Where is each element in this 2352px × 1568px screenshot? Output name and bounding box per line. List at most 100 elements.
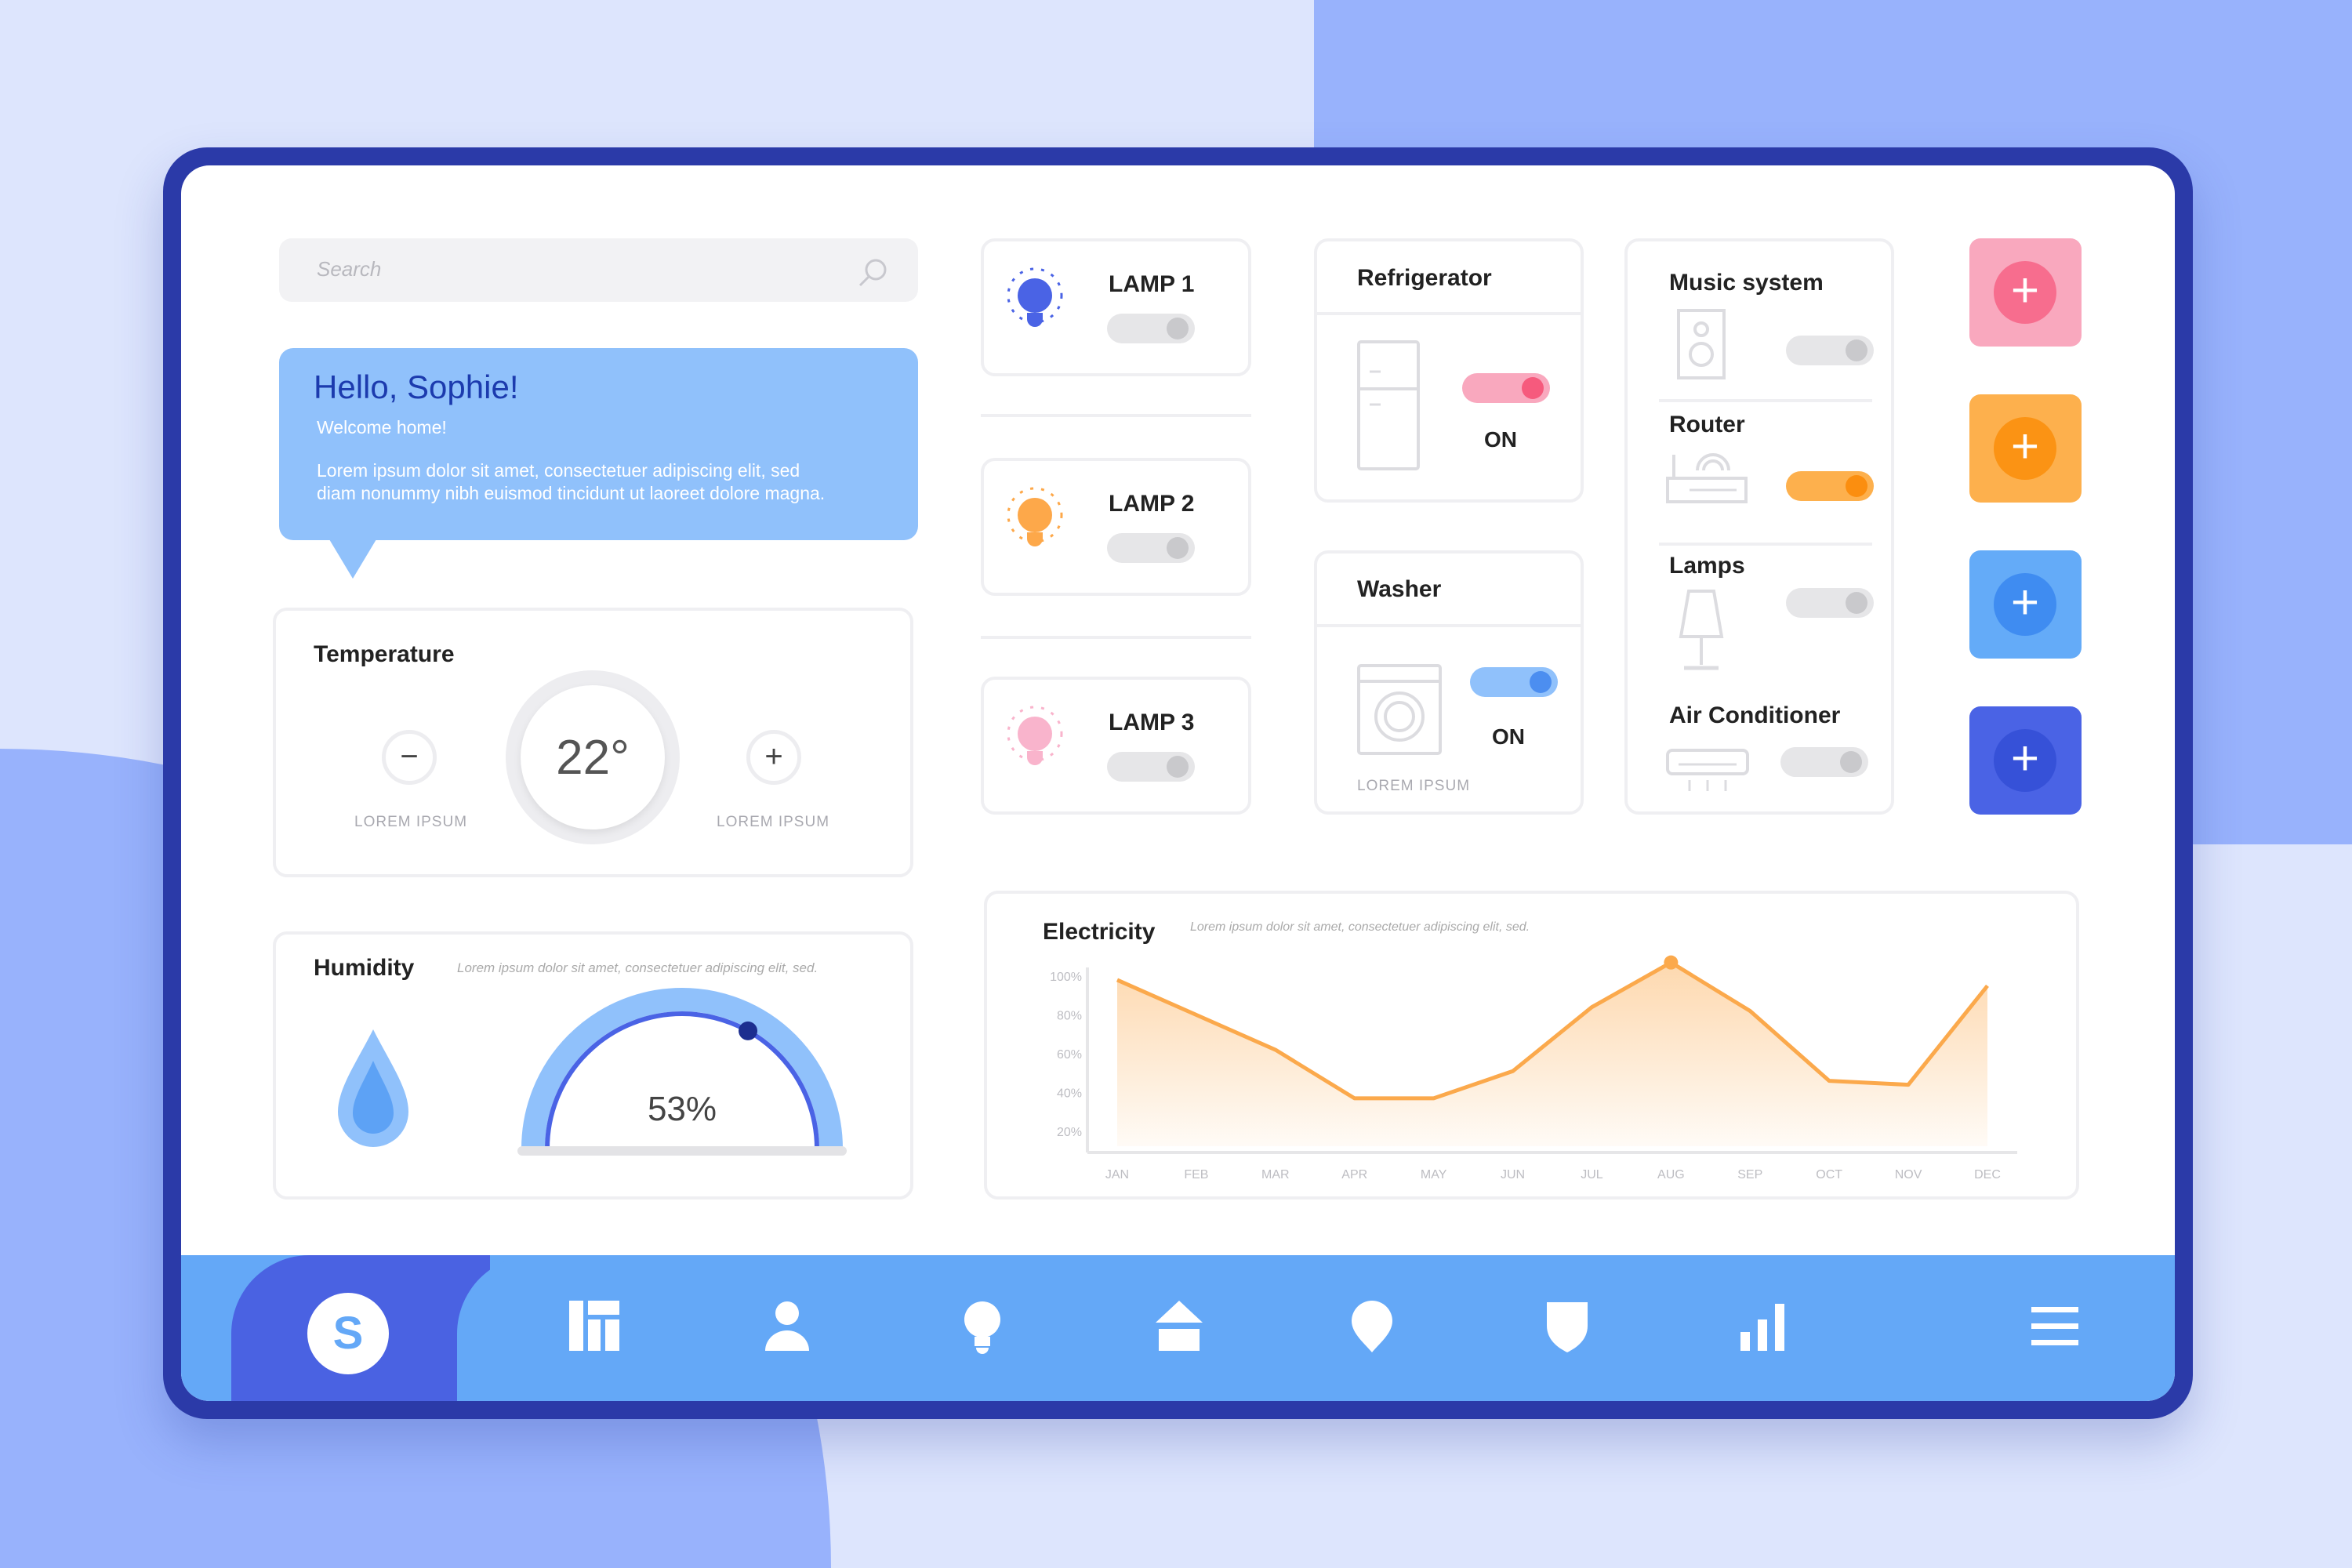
device-label-lamps: Lamps: [1669, 553, 1745, 579]
washer-title: Washer: [1357, 576, 1442, 602]
refrigerator-toggle[interactable]: [1462, 373, 1550, 403]
router-toggle[interactable]: [1786, 471, 1874, 501]
menu-icon[interactable]: [2027, 1298, 2083, 1354]
home-icon[interactable]: [1151, 1298, 1207, 1354]
greeting-body-1: Lorem ipsum dolor sit amet, consectetuer…: [317, 460, 800, 481]
ac-toggle[interactable]: [1780, 747, 1868, 777]
x-tick-label: AUG: [1657, 1168, 1685, 1181]
humidity-title: Humidity: [314, 955, 415, 981]
y-tick-label: 60%: [1057, 1048, 1082, 1062]
x-tick-label: APR: [1341, 1168, 1367, 1181]
temperature-plus-label: LOREM IPSUM: [717, 814, 830, 830]
electricity-title: Electricity: [1043, 919, 1156, 945]
bulb-icon: [1004, 485, 1066, 556]
humidity-value: 53%: [647, 1090, 717, 1128]
speaker-icon: [1677, 309, 1726, 379]
refrigerator-title: Refrigerator: [1357, 265, 1492, 291]
temperature-title: Temperature: [314, 641, 455, 667]
water-drop-icon: [338, 1029, 408, 1147]
add-device-button[interactable]: +: [1969, 394, 2082, 503]
lamp-label: LAMP 3: [1109, 710, 1195, 735]
data-point-aug: [1664, 955, 1679, 970]
router-icon: [1666, 453, 1748, 503]
x-tick-label: MAR: [1261, 1168, 1290, 1181]
temperature-dial[interactable]: 22°: [506, 670, 680, 844]
gauge-track: [521, 988, 843, 1149]
greeting-bubble: Hello, Sophie! Welcome home! Lorem ipsum…: [279, 348, 918, 540]
card-divider: [1314, 624, 1584, 627]
lamp-toggle[interactable]: [1107, 314, 1195, 343]
air-conditioner-icon: [1666, 749, 1749, 791]
add-device-button[interactable]: +: [1969, 550, 2082, 659]
avatar[interactable]: S: [307, 1293, 389, 1374]
lamp-label: LAMP 2: [1109, 491, 1195, 517]
lamp-toggle[interactable]: [1107, 533, 1195, 563]
plus-icon: +: [1994, 417, 2056, 480]
card-divider: [1314, 312, 1584, 315]
bulb-icon: [1004, 704, 1066, 775]
avatar-letter: S: [332, 1308, 364, 1359]
nav-curve: [457, 1255, 614, 1401]
y-tick-label: 20%: [1057, 1126, 1082, 1139]
temperature-minus-label: LOREM IPSUM: [354, 814, 468, 830]
add-device-button[interactable]: +: [1969, 238, 2082, 347]
electricity-description: Lorem ipsum dolor sit amet, consectetuer…: [1190, 920, 1530, 934]
x-tick-label: DEC: [1974, 1168, 2001, 1181]
device-divider: [1659, 399, 1872, 402]
y-tick-label: 40%: [1057, 1087, 1082, 1101]
bulb-icon: [1004, 266, 1066, 336]
greeting-body-2: diam nonummy nibh euismod tincidunt ut l…: [317, 483, 826, 503]
area-fill: [1117, 962, 1987, 1146]
x-tick-label: OCT: [1816, 1168, 1842, 1181]
lamp-divider: [981, 636, 1251, 639]
greeting-title: Hello, Sophie!: [314, 368, 519, 405]
bulb-icon[interactable]: [954, 1298, 1011, 1354]
electricity-chart: JAN FEB MAR APR MAY JUN JUL AUG SEP OCT NOV DEC 100%…: [1050, 955, 2017, 1181]
search-input[interactable]: Search: [279, 238, 918, 302]
greeting-subtitle: Welcome home!: [317, 417, 447, 437]
x-tick-label: SEP: [1737, 1168, 1762, 1181]
x-tick-label: JAN: [1105, 1168, 1129, 1181]
x-tick-label: JUN: [1501, 1168, 1525, 1181]
location-icon[interactable]: [1344, 1298, 1400, 1354]
plus-icon: +: [1994, 729, 2056, 792]
lamp-divider: [981, 414, 1251, 417]
washer-icon: [1357, 664, 1442, 755]
x-tick-label: JUL: [1581, 1168, 1603, 1181]
lamp-toggle[interactable]: [1107, 752, 1195, 782]
user-icon[interactable]: [759, 1298, 815, 1354]
dial-face: [521, 685, 665, 829]
humidity-gauge: [517, 988, 847, 1156]
refrigerator-icon: [1357, 340, 1420, 470]
music-toggle[interactable]: [1786, 336, 1874, 365]
line-series: [1116, 960, 1989, 1101]
refrigerator-state: ON: [1484, 427, 1517, 452]
lamp-label: LAMP 1: [1109, 271, 1195, 297]
y-tick-label: 100%: [1050, 971, 1082, 984]
temperature-increase-button[interactable]: +: [746, 730, 801, 785]
device-divider: [1659, 543, 1872, 546]
humidity-description: Lorem ipsum dolor sit amet, consectetuer…: [457, 960, 818, 975]
add-device-button[interactable]: +: [1969, 706, 2082, 815]
bubble-tail: [329, 539, 376, 579]
x-tick-label: FEB: [1184, 1168, 1208, 1181]
plus-icon: +: [1994, 573, 2056, 636]
washer-toggle[interactable]: [1470, 667, 1558, 697]
bar-chart-icon[interactable]: [1734, 1298, 1791, 1354]
x-tick-label: NOV: [1895, 1168, 1922, 1181]
shield-icon[interactable]: [1539, 1298, 1595, 1354]
search-placeholder: Search: [317, 257, 382, 281]
search-icon[interactable]: [855, 256, 890, 290]
plus-icon: +: [1994, 261, 2056, 324]
gauge-knob: [739, 1021, 758, 1040]
washer-state: ON: [1492, 724, 1525, 749]
temperature-value: 22°: [556, 731, 630, 785]
dashboard-icon[interactable]: [566, 1298, 622, 1354]
x-tick-label: MAY: [1421, 1168, 1447, 1181]
temperature-decrease-button[interactable]: −: [382, 730, 437, 785]
gauge-arc: [545, 1011, 819, 1149]
device-label-ac: Air Conditioner: [1669, 702, 1841, 728]
lamps-toggle[interactable]: [1786, 588, 1874, 618]
y-tick-label: 80%: [1057, 1010, 1082, 1023]
devices-card: [1624, 238, 1894, 815]
